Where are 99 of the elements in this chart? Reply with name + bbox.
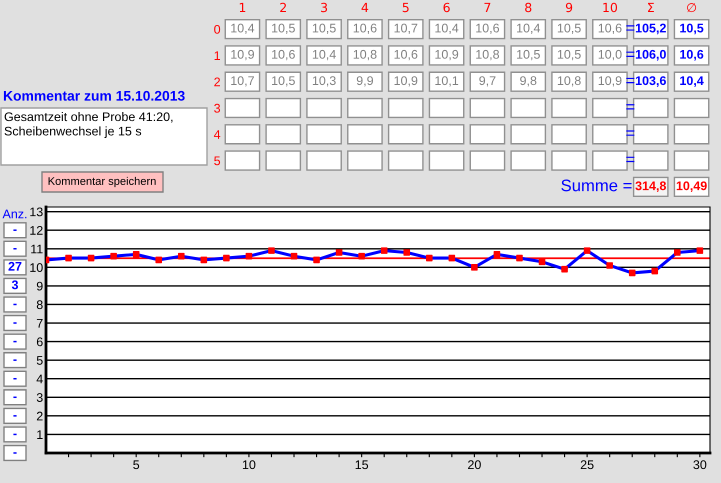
x-tick-label: 8	[525, 2, 532, 12]
text: -	[13, 248, 17, 250]
data-label: 10,6	[476, 24, 500, 34]
data-label: 10,8	[354, 50, 377, 60]
data-label: 10,5	[272, 76, 295, 87]
data-label: 10,6	[272, 50, 295, 60]
text: -	[13, 396, 17, 398]
y-tick-label: 3	[36, 393, 43, 402]
data-label: 10,8	[558, 76, 581, 87]
y-tick-label: 13	[30, 207, 43, 216]
y-tick-label: 10	[30, 263, 43, 272]
text: Kommentar speichern	[48, 176, 156, 188]
y-tick-label: 0	[214, 24, 220, 34]
text: -	[13, 415, 17, 417]
x-tick-label: Σ	[648, 2, 654, 12]
data-label: 10,7	[394, 24, 418, 34]
data-label: 10,5	[680, 24, 704, 34]
x-tick-label: 5	[402, 2, 409, 12]
x-tick-label: 5	[133, 460, 140, 470]
y-tick-label: 6	[36, 337, 43, 346]
data-label: 10,5	[558, 50, 581, 60]
x-tick-label: ∅	[687, 3, 696, 12]
x-tick-label: 1	[240, 2, 246, 12]
annotation: =	[626, 52, 634, 57]
data-label: 10,5	[272, 24, 295, 34]
text: Kommentar zum 15.10.2013	[4, 90, 185, 101]
text: -	[13, 304, 17, 306]
x-tick-label: 6	[443, 2, 450, 12]
annotation: =	[626, 130, 634, 136]
x-tick-label: 3	[321, 2, 328, 12]
data-label: 10,9	[231, 50, 254, 60]
x-tick-label: 25	[580, 460, 594, 470]
data-label: 10,4	[435, 24, 458, 34]
data-label: 10,5	[558, 24, 581, 34]
x-tick-label: 2	[280, 2, 286, 12]
x-tick-label: 30	[693, 460, 706, 470]
data-label: 10,6	[354, 24, 377, 34]
annotation: =	[626, 156, 634, 162]
data-label: 10,4	[312, 50, 336, 60]
y-tick-label: 5	[36, 356, 43, 365]
x-tick-label: 9	[566, 2, 572, 12]
text: 27	[8, 262, 22, 271]
y-tick-label: 1	[37, 430, 43, 439]
data-label: 10,8	[476, 50, 500, 60]
data-label: 9,8	[520, 76, 536, 87]
data-label: 314,8	[635, 181, 666, 192]
x-tick-label: 7	[484, 2, 490, 12]
data-label: 10,1	[435, 76, 458, 87]
data-label: 10,6	[394, 50, 418, 60]
data-label: 10,7	[231, 76, 254, 87]
text: -	[13, 378, 17, 380]
data-label: 10,6	[680, 50, 704, 61]
y-tick-label: 2	[214, 78, 220, 86]
y-tick-label: 3	[214, 104, 220, 113]
data-label: 9,7	[479, 76, 496, 87]
data-label: 106,0	[636, 50, 666, 61]
text: Gesamtzeit ohne Probe 41:20, Scheibenwechsel je 15 s	[4, 112, 172, 138]
text: -	[13, 229, 17, 231]
annotation: =	[626, 78, 634, 84]
y-tick-label: 4	[214, 130, 220, 139]
data-label: 10,0	[598, 50, 622, 60]
data-label: 10,9	[435, 50, 458, 60]
x-tick-label: 4	[362, 2, 368, 12]
y-tick-label: 4	[36, 374, 43, 384]
y-tick-label: 5	[214, 156, 220, 166]
data-label: 10,4	[680, 76, 704, 87]
y-tick-label: 9	[36, 282, 43, 291]
data-label: 10,4	[231, 24, 254, 34]
y-tick-label: 12	[30, 226, 43, 235]
text: -	[13, 340, 17, 342]
data-label: 10,5	[312, 24, 336, 34]
data-label: 10,9	[598, 76, 622, 87]
data-label: 10,49	[676, 181, 707, 192]
data-label: 10,9	[394, 76, 418, 87]
x-tick-label: 20	[468, 460, 481, 470]
y-tick-label: 2	[36, 412, 43, 420]
data-label: 10,5	[517, 50, 540, 60]
y-tick-label: 8	[36, 300, 43, 310]
data-label: 10,3	[312, 76, 336, 87]
y-tick-label: 11	[31, 244, 43, 254]
y-tick-label: 7	[36, 318, 43, 328]
data-label: 105,2	[636, 24, 666, 34]
text: 3	[12, 280, 18, 290]
data-label: 10,6	[598, 24, 622, 34]
text: -	[13, 452, 17, 454]
y-tick-label: 1	[214, 51, 220, 60]
text: -	[13, 434, 17, 436]
x-tick-label: 15	[356, 460, 368, 470]
annotation: =	[626, 25, 634, 31]
text: -	[13, 359, 17, 361]
data-label: 10,4	[517, 24, 540, 34]
data-label: 103,6	[636, 76, 666, 87]
x-tick-label: 10	[603, 2, 618, 12]
x-tick-label: 10	[242, 460, 256, 470]
data-label: 9,9	[356, 76, 374, 87]
y-tick-label: Summe =	[561, 180, 632, 192]
y-axis-title: Anz.	[2, 210, 26, 218]
annotation: =	[626, 104, 634, 110]
text: -	[13, 322, 17, 324]
